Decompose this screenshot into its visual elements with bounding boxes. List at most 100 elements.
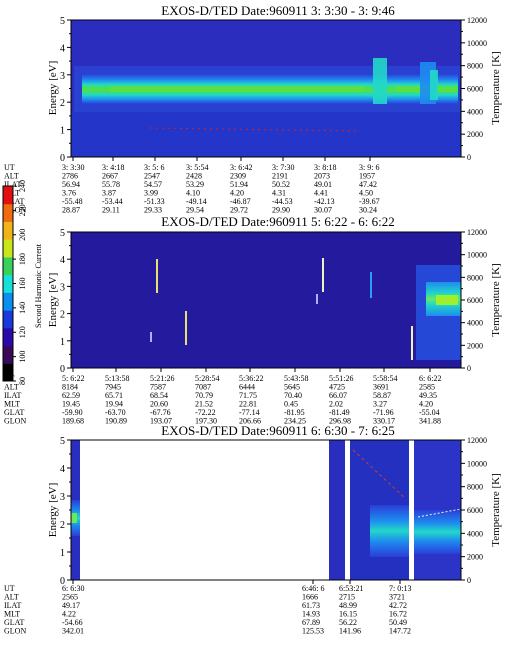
panel-3-ylabel: Energy [eV] xyxy=(47,483,59,537)
panel-3-table-cell: 147.72 xyxy=(389,627,411,636)
colorbar-swatch xyxy=(3,274,13,293)
panel-1-table-cell: 29.54 xyxy=(186,206,204,215)
panel-1-y2-tick-label: 2000 xyxy=(467,130,483,139)
panel-1-table-cell: 2191 xyxy=(272,172,288,181)
colorbar-swatches xyxy=(3,186,13,382)
panel-2-table-cell: 70.79 xyxy=(195,391,213,400)
panel-1-table-cell: -49.14 xyxy=(186,197,207,206)
panel-1-temperature-trace xyxy=(149,127,361,132)
colorbar-tick-label: 120 xyxy=(18,326,27,338)
panel-2-table-cell: 70.40 xyxy=(284,391,302,400)
panel-1-table-cell: 3.87 xyxy=(102,189,116,198)
panel-2-table-cell: 49.35 xyxy=(419,391,437,400)
panel-2-table-cell: 5:58:54 xyxy=(373,374,397,383)
panel-2-table-cell: 6444 xyxy=(239,383,255,392)
panel-3-frame xyxy=(70,439,462,581)
panel-2-y2-tick-label: 12000 xyxy=(467,228,487,237)
panel-3-bottom-ticks xyxy=(72,580,401,584)
panel-3-table-cell: 16.15 xyxy=(339,610,357,619)
panel-1-row-label: UT xyxy=(4,163,15,172)
panel-1-table-cell: -55.48 xyxy=(62,197,83,206)
panel-2-y2-tick-label: 4000 xyxy=(467,319,483,328)
panel-1-right-axis: 0 2000 4000 6000 8000 10000 12000 xyxy=(461,16,487,162)
panel-2-info-table: UT 5: 6:22 5:13:58 5:21:26 5:28:54 5:36:22 5:4… xyxy=(4,374,441,426)
panel-3-table-cell: 4.22 xyxy=(62,610,76,619)
panel-3-y2-tick-label: 2000 xyxy=(467,553,483,562)
panel-2-row-label: GLAT xyxy=(4,408,25,417)
panel-3-table-cell: 14.93 xyxy=(302,610,320,619)
panel-2-row-label: GLON xyxy=(4,417,26,426)
panel-3-y-tick-label: 1 xyxy=(60,548,65,559)
colorbar-tick-label: 180 xyxy=(18,253,27,265)
panel-2-table-cell: 71.75 xyxy=(239,391,257,400)
colorbar-swatch xyxy=(3,345,13,364)
panel-2-y-tick-label: 2 xyxy=(60,310,65,321)
panel-2-table-cell: 2.02 xyxy=(329,400,343,409)
panel-3-table-cell: 141.96 xyxy=(339,627,361,636)
panel-2-row-label: ILAT xyxy=(4,391,21,400)
panel-1-table-cell: -39.67 xyxy=(359,197,380,206)
panel-2-spike-6 xyxy=(150,332,152,342)
panel-3-row-label: ILAT xyxy=(4,601,21,610)
panel-2-table-cell: 341.88 xyxy=(419,417,441,426)
panel-2-y2-tick-label: 2000 xyxy=(467,341,483,350)
panel-2-table-cell: 7587 xyxy=(150,383,166,392)
panel-2-table-cell: 0.45 xyxy=(284,400,298,409)
colorbar-swatch xyxy=(3,203,13,222)
panel-3-table-cell: 7: 0:13 xyxy=(389,584,411,593)
panel-2-row-label: UT xyxy=(4,374,15,383)
panel-2-spike-2 xyxy=(185,311,187,345)
panel-3-y-tick-label: 5 xyxy=(60,436,65,447)
panel-3-table-cell: 6:46: 6 xyxy=(302,584,324,593)
panel-2-table-cell: 65.71 xyxy=(105,391,123,400)
panel-2-table-cell: 190.89 xyxy=(105,417,127,426)
panel-2-title: EXOS-D/TED Date:960911 5: 6:22 - 6: 6:22 xyxy=(161,214,395,229)
panel-2-table-cell: 4725 xyxy=(329,383,345,392)
panel-1-table-cell: 30.24 xyxy=(359,206,377,215)
panel-1-table-cell: 2309 xyxy=(230,172,246,181)
panel-2-ylabel-right: Temperature [K] xyxy=(490,263,502,336)
panel-2-table-cell: -71.96 xyxy=(373,408,394,417)
panel-3-y2-tick-label: 8000 xyxy=(467,483,483,492)
panel-3-temperature-trace-2 xyxy=(417,508,462,518)
panel-1-y-tick-label: 3 xyxy=(60,71,65,82)
panel-3-strip-2 xyxy=(329,440,345,580)
panel-2-background xyxy=(71,232,461,368)
panel-1-table-cell: 2786 xyxy=(62,172,78,181)
panel-3-row-label: UT xyxy=(4,584,15,593)
panel-3-table-cell: 3721 xyxy=(389,593,405,602)
panel-3-table-cell: 125.53 xyxy=(302,627,324,636)
panel-2-table-cell: -77.14 xyxy=(239,408,260,417)
colorbar-tick-label: 200 xyxy=(18,229,27,241)
panel-1-title: EXOS-D/TED Date:960911 3: 3:30 - 3: 9:46 xyxy=(161,3,395,18)
panel-1-table-cell: 3: 8:18 xyxy=(314,163,336,172)
panel-2-table-cell: -81.95 xyxy=(284,408,305,417)
panel-1-table-cell: 3: 5: 6 xyxy=(144,163,164,172)
panel-2-table-cell: 5:36:22 xyxy=(239,374,263,383)
panel-2-table-cell: 5: 6:22 xyxy=(62,374,84,383)
panel-3-table-cell: 2565 xyxy=(62,593,78,602)
panel-1-table-cell: 54.57 xyxy=(144,180,162,189)
panel-1-y2-tick-label: 8000 xyxy=(467,62,483,71)
panel-2-table-cell: 7945 xyxy=(105,383,121,392)
panel-1-info-table: UT 3: 3:30 3: 4:18 3: 5: 6 3: 5:54 3: 6:42 3: … xyxy=(4,163,380,215)
panel-1-left-axis: 0 1 2 3 4 5 xyxy=(60,16,71,164)
panel-3-strip-4-band xyxy=(414,510,461,554)
colorbar-tick-label: 160 xyxy=(18,278,27,290)
panel-2-left-axis: 0 1 2 3 4 5 xyxy=(60,228,71,375)
panel-1-y2-tick-label: 10000 xyxy=(467,39,487,48)
colorbar-tick-label: 220 xyxy=(18,204,27,216)
panel-1-y-tick-label: 0 xyxy=(60,153,65,164)
colorbar-ticks: 80 100 120 140 160 180 200 220 240 xyxy=(13,180,27,385)
panel-1-table-cell: 47.42 xyxy=(359,180,377,189)
panel-2-table-cell: 5:28:54 xyxy=(195,374,219,383)
panel-2-table-cell: 66.07 xyxy=(329,391,347,400)
panel-1-table-cell: 3: 7:30 xyxy=(272,163,294,172)
panel-2-y-tick-label: 1 xyxy=(60,337,65,348)
panel-2-right-axis: 0 2000 4000 6000 8000 10000 12000 xyxy=(461,228,487,373)
panel-1-table-cell: 2428 xyxy=(186,172,202,181)
panel-2-table-cell: 193.07 xyxy=(150,417,172,426)
panel-2-table-cell: 296.98 xyxy=(329,417,351,426)
panel-3-strip-1-core xyxy=(71,513,77,523)
